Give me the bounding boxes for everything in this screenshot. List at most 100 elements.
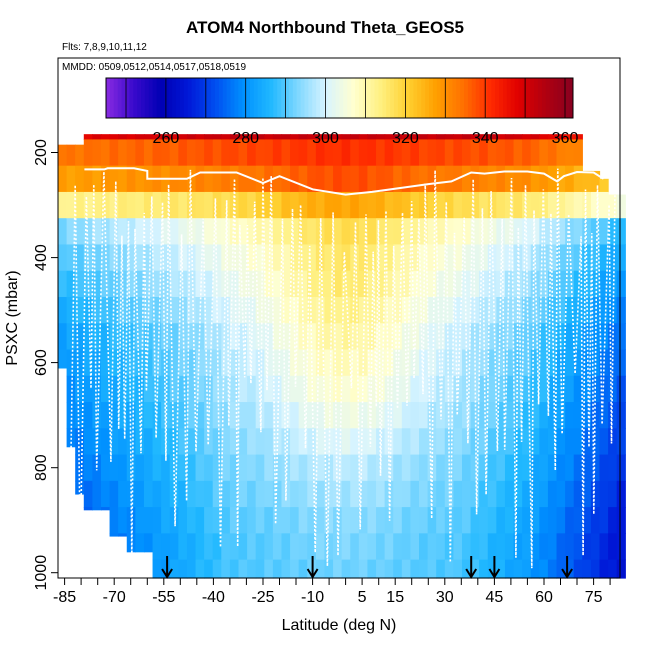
heatmap-cell [573, 507, 583, 534]
heatmap-cell [161, 480, 171, 508]
colorbar-segment [464, 78, 469, 118]
heatmap-cell [427, 218, 437, 246]
heatmap-cell [272, 191, 283, 219]
colorbar-segment [456, 78, 461, 118]
heatmap-cell [522, 323, 532, 351]
heatmap-cell [496, 134, 506, 141]
colorbar-tick-label: 300 [312, 130, 339, 147]
heatmap-cell [453, 533, 463, 561]
colorbar-segment [312, 78, 317, 118]
heatmap-cell [161, 323, 171, 351]
heatmap-cell [350, 270, 360, 298]
heatmap-cell [599, 428, 609, 456]
heatmap-cell [83, 165, 93, 193]
heatmap-cell [616, 402, 626, 429]
heatmap-cell [556, 349, 566, 377]
heatmap-cell [470, 244, 480, 272]
heatmap-cell [556, 480, 566, 508]
heatmap-cell [436, 428, 446, 456]
heatmap-cell [118, 507, 128, 534]
heatmap-cell [58, 270, 68, 298]
heatmap-cell [152, 296, 162, 324]
heatmap-cell [178, 533, 188, 561]
heatmap-cell [487, 375, 497, 403]
heatmap-cell [307, 533, 317, 561]
colorbar-segment [382, 78, 387, 118]
heatmap-cell [109, 134, 119, 141]
heatmap-cell [479, 428, 489, 456]
heatmap-cell [547, 349, 558, 377]
heatmap-cell [427, 139, 437, 167]
colorbar-segment [296, 78, 302, 118]
heatmap-cell [229, 139, 240, 167]
heatmap-cell [195, 323, 205, 351]
heatmap-cell [573, 134, 583, 141]
heatmap-cell [556, 559, 566, 579]
heatmap-cell [75, 375, 85, 403]
heatmap-cell [513, 165, 523, 193]
heatmap-cell [255, 218, 265, 246]
heatmap-cell [522, 349, 532, 377]
heatmap-cell [281, 507, 291, 534]
heatmap-cell [410, 134, 420, 141]
heatmap-cell [178, 454, 188, 482]
colorbar-segment [304, 78, 309, 118]
heatmap-cell [504, 533, 515, 561]
heatmap-cell [539, 480, 549, 508]
heatmap-cell [616, 218, 626, 246]
heatmap-cell [444, 139, 454, 167]
heatmap-cell [419, 454, 429, 482]
colorbar-segment [530, 78, 535, 118]
heatmap-cell [281, 533, 291, 561]
heatmap-cell [212, 533, 222, 561]
heatmap-cell [384, 402, 394, 429]
heatmap-cell [436, 454, 446, 482]
heatmap-cell [238, 454, 248, 482]
heatmap-cell [350, 428, 360, 456]
heatmap-cell [616, 375, 626, 403]
heatmap-cell [410, 139, 420, 167]
heatmap-cell [539, 375, 549, 403]
heatmap-cell [496, 296, 506, 324]
heatmap-cell [393, 218, 403, 246]
heatmap-cell [212, 139, 222, 167]
heatmap-cell [573, 191, 583, 219]
heatmap-cell [229, 134, 240, 141]
heatmap-cell [324, 349, 334, 377]
heatmap-cell [573, 296, 583, 324]
heatmap-cell [315, 244, 326, 272]
heatmap-cell [221, 139, 231, 167]
heatmap-cell [135, 402, 145, 429]
heatmap-cell [298, 134, 308, 141]
heatmap-cell [195, 454, 205, 482]
heatmap-cell [401, 454, 412, 482]
heatmap-cell [161, 349, 171, 377]
heatmap-cell [410, 533, 420, 561]
heatmap-cell [522, 480, 532, 508]
heatmap-cell [324, 480, 334, 508]
heatmap-cell [229, 402, 240, 429]
heatmap-cell [186, 323, 197, 351]
heatmap-cell [461, 480, 472, 508]
heatmap-cell [384, 270, 394, 298]
heatmap-cell [384, 165, 394, 193]
heatmap-cell [401, 134, 412, 141]
heatmap-cell [427, 480, 437, 508]
heatmap-cell [92, 402, 102, 429]
heatmap-cell [195, 559, 205, 579]
heatmap-cell [229, 270, 240, 298]
heatmap-cell [522, 559, 532, 579]
heatmap-cell [307, 191, 317, 219]
heatmap-cell [281, 349, 291, 377]
heatmap-cell [264, 139, 274, 167]
heatmap-cell [118, 134, 128, 141]
heatmap-cell [247, 270, 257, 298]
colorbar-segment [421, 78, 426, 118]
heatmap-cell [608, 507, 618, 534]
heatmap-cell [444, 533, 454, 561]
heatmap-cell [75, 349, 85, 377]
heatmap-cell [221, 375, 231, 403]
heatmap-cell [599, 559, 609, 579]
heatmap-cell [487, 428, 497, 456]
heatmap-cell [444, 428, 454, 456]
